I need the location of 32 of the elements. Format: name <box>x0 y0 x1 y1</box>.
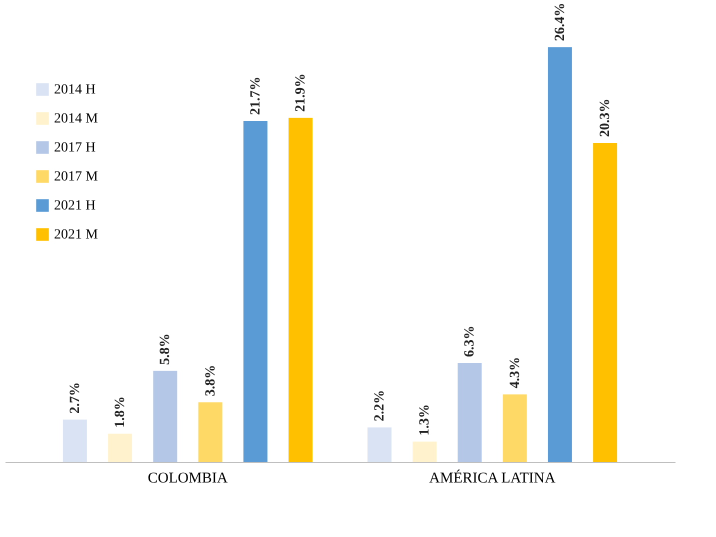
x-tick-label: AMÉRICA LATINA <box>429 470 556 486</box>
bar <box>243 121 268 462</box>
data-label: 4.3% <box>508 356 523 388</box>
bar <box>548 47 572 462</box>
data-label: 5.8% <box>158 333 174 365</box>
legend-label: 2021 M <box>54 228 98 242</box>
data-label: 26.4% <box>552 2 568 42</box>
legend-label: 2017 H <box>54 140 96 156</box>
legend-label: 2021 H <box>54 198 96 214</box>
bar <box>593 143 618 462</box>
bar <box>108 434 132 462</box>
x-tick-label: COLOMBIA <box>148 470 228 486</box>
data-label: 21.7% <box>248 76 264 115</box>
data-label: 3.8% <box>203 364 218 396</box>
bar <box>198 402 222 462</box>
data-label: 1.8% <box>113 396 128 428</box>
bar <box>412 442 437 462</box>
bar <box>153 370 178 462</box>
bar <box>458 363 482 462</box>
bar <box>288 118 313 462</box>
bar <box>502 394 527 462</box>
legend-label: 2014 M <box>54 112 98 126</box>
data-label: 20.3% <box>598 98 614 137</box>
data-label: 2.2% <box>372 390 388 422</box>
data-label: 21.9% <box>294 73 309 112</box>
legend-label: 2014 H <box>54 82 96 98</box>
bar <box>367 427 392 462</box>
bar <box>62 420 87 462</box>
data-label: 2.7% <box>68 382 83 414</box>
legend-label: 2017 M <box>54 170 98 184</box>
data-label: 1.3% <box>418 404 433 436</box>
data-label: 6.3% <box>462 326 478 357</box>
